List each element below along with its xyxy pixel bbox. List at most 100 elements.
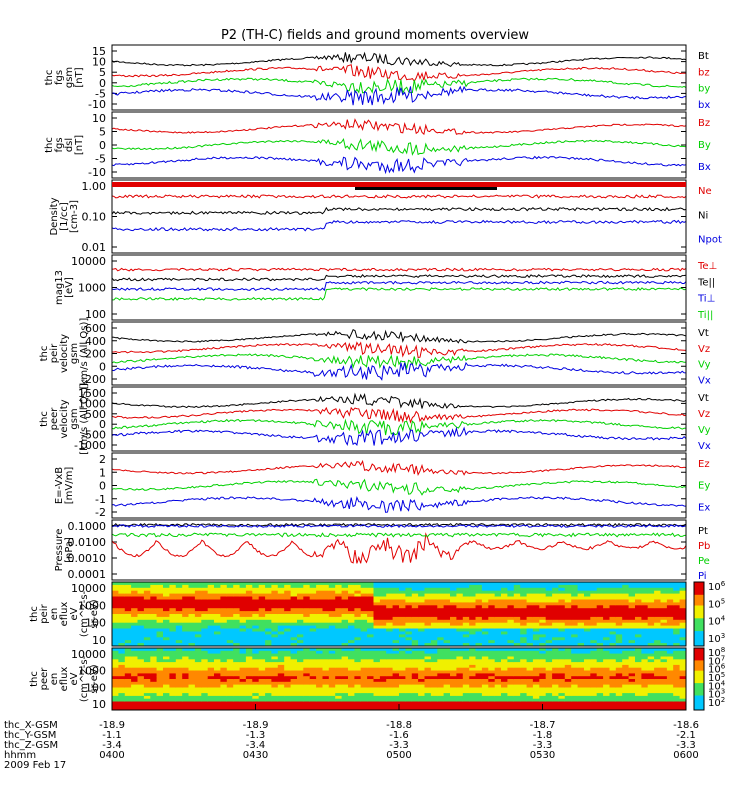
spectro-cell <box>411 582 419 586</box>
x-row-label: thc_X-GSM <box>4 720 58 731</box>
spectro-cell <box>194 640 202 644</box>
y-axis-label-line: (cm^2-s- <box>79 590 90 637</box>
spectro-cell <box>156 582 164 586</box>
spectro-cell <box>494 650 502 655</box>
spectro-cell <box>469 667 477 671</box>
spectro-cell <box>437 622 445 627</box>
spectro-cell <box>462 596 470 600</box>
spectro-cell <box>348 684 355 688</box>
spectro-cell <box>169 643 177 647</box>
spectro-cell <box>169 631 177 635</box>
spectro-cell <box>545 590 553 595</box>
spectro-cell <box>666 676 674 680</box>
spectro-cell <box>526 616 534 621</box>
spectro-cell <box>112 670 119 674</box>
spectro-cell <box>673 622 681 627</box>
spectro-cell <box>182 616 190 621</box>
spectro-cell <box>545 625 553 629</box>
spectro-cell <box>584 695 591 700</box>
spectro-cell <box>552 582 559 586</box>
spectro-cell <box>584 664 591 669</box>
spectro-cell <box>513 599 521 603</box>
spectro-cell <box>609 662 617 666</box>
spectro-cell <box>430 634 438 638</box>
spectro-cell <box>131 656 138 660</box>
spectro-cell <box>596 622 604 627</box>
spectro-cell <box>641 582 649 586</box>
spectro-cell <box>679 664 687 669</box>
spectro-cell <box>666 611 674 615</box>
spectro-cell <box>239 704 247 708</box>
spectro-cell <box>290 616 298 621</box>
spectro-cell <box>475 698 483 702</box>
spectro-cell <box>654 634 661 638</box>
spectro-cell <box>443 667 451 671</box>
spectro-cell <box>284 625 292 629</box>
spectro-cell <box>118 704 126 708</box>
y-tick-label: -2 <box>95 506 106 519</box>
spectro-cell <box>501 622 508 627</box>
spectro-cell <box>552 676 559 680</box>
spectro-cell <box>214 656 221 660</box>
spectro-cell <box>507 659 515 663</box>
spectro-cell <box>169 619 177 624</box>
spectro-cell <box>367 582 374 586</box>
spectro-cell <box>622 698 630 702</box>
spectro-cell <box>156 693 164 697</box>
spectro-cell <box>143 614 151 618</box>
spectro-cell <box>526 590 534 595</box>
spectro-cell <box>341 628 349 632</box>
spectro-cell <box>245 695 253 700</box>
spectro-cell <box>303 653 311 657</box>
spectro-cell <box>265 664 272 669</box>
spectro-cell <box>284 673 292 677</box>
spectro-cell <box>245 590 253 595</box>
spectro-cell <box>488 690 496 694</box>
spectro-cell <box>277 602 285 606</box>
spectro-cell <box>124 640 132 644</box>
spectro-cell <box>603 593 610 597</box>
y-axis-label-line: eV <box>69 607 80 620</box>
spectro-cell <box>609 616 617 621</box>
spectro-cell <box>214 596 221 600</box>
spectro-cell <box>399 653 406 657</box>
spectro-cell <box>603 679 610 683</box>
spectro-cell <box>348 593 355 597</box>
spectro-cell <box>169 667 177 671</box>
spectro-cell <box>214 676 221 680</box>
spectro-cell <box>290 679 298 683</box>
spectro-cell <box>679 640 687 644</box>
spectro-cell <box>596 676 604 680</box>
spectro-cell <box>590 643 598 647</box>
spectro-cell <box>443 698 451 702</box>
spectro-cell <box>118 625 126 629</box>
legend-entry: Bt <box>698 51 709 62</box>
spectro-cell <box>156 602 164 606</box>
spectro-cell <box>348 679 355 683</box>
spectro-cell <box>628 650 636 655</box>
spectro-cell <box>577 673 585 677</box>
spectro-cell <box>239 614 247 618</box>
spectro-cell <box>194 587 202 592</box>
spectro-cell <box>112 637 119 641</box>
spectro-cell <box>131 643 138 647</box>
spectro-cell <box>150 667 158 671</box>
spectro-cell <box>475 681 483 686</box>
spectro-cell <box>615 670 623 674</box>
spectro-cell <box>169 653 177 657</box>
spectro-cell <box>418 653 425 657</box>
spectro-cell <box>175 602 183 606</box>
spectro-cell <box>277 656 285 660</box>
spectro-cell <box>609 679 617 683</box>
spectro-cell <box>207 681 215 686</box>
spectro-cell <box>488 656 496 660</box>
spectro-cell <box>201 676 209 680</box>
spectro-cell <box>214 664 221 669</box>
spectro-cell <box>131 616 138 621</box>
spectro-cell <box>571 653 579 657</box>
spectro-cell <box>450 698 457 702</box>
spectro-cell <box>309 707 317 711</box>
spectro-cell <box>297 673 304 677</box>
spectro-cell <box>290 605 298 609</box>
spectro-cell <box>239 608 247 612</box>
